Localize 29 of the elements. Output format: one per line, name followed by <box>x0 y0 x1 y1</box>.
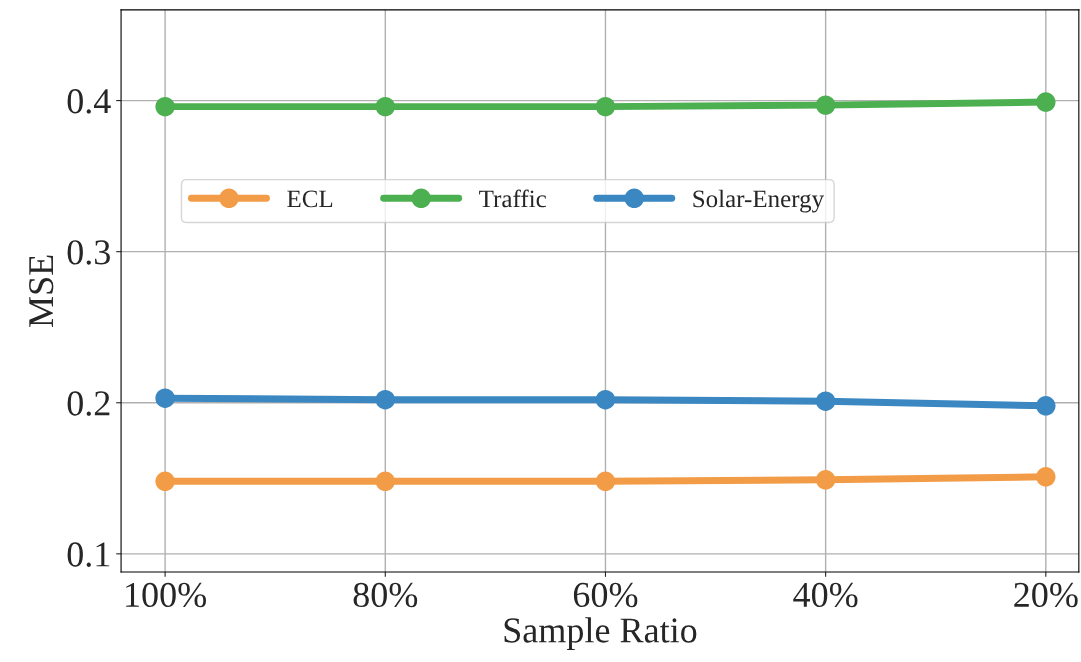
point <box>1036 396 1056 416</box>
point <box>595 471 616 492</box>
y-tick-label: 0.4 <box>67 89 111 114</box>
legend-label: Solar-Energy <box>693 189 824 213</box>
x-tick-label: 60% <box>573 582 638 608</box>
x-tick-label: 100% <box>126 582 206 608</box>
point <box>375 390 396 410</box>
point <box>595 390 616 410</box>
point <box>155 471 175 492</box>
legend-label: ECL <box>287 190 333 208</box>
y-tick-label: 0.3 <box>67 240 110 265</box>
point <box>375 471 396 492</box>
point <box>595 96 616 117</box>
point <box>815 391 836 411</box>
y-tick-label: 0.1 <box>67 542 110 567</box>
point <box>815 470 836 490</box>
point <box>1036 467 1056 487</box>
x-axis-title: Sample Ratio <box>504 617 697 650</box>
legend-label: Traffic <box>479 189 546 208</box>
point <box>1036 92 1056 112</box>
point <box>375 96 396 117</box>
y-tick-label: 0.2 <box>67 391 110 416</box>
x-tick-label: 40% <box>793 582 858 608</box>
x-tick-label: 20% <box>1014 582 1078 608</box>
point <box>815 95 836 115</box>
point <box>155 388 175 408</box>
x-tick-label: 80% <box>353 582 418 608</box>
y-axis-title: MSE <box>29 255 54 328</box>
point <box>155 96 175 117</box>
